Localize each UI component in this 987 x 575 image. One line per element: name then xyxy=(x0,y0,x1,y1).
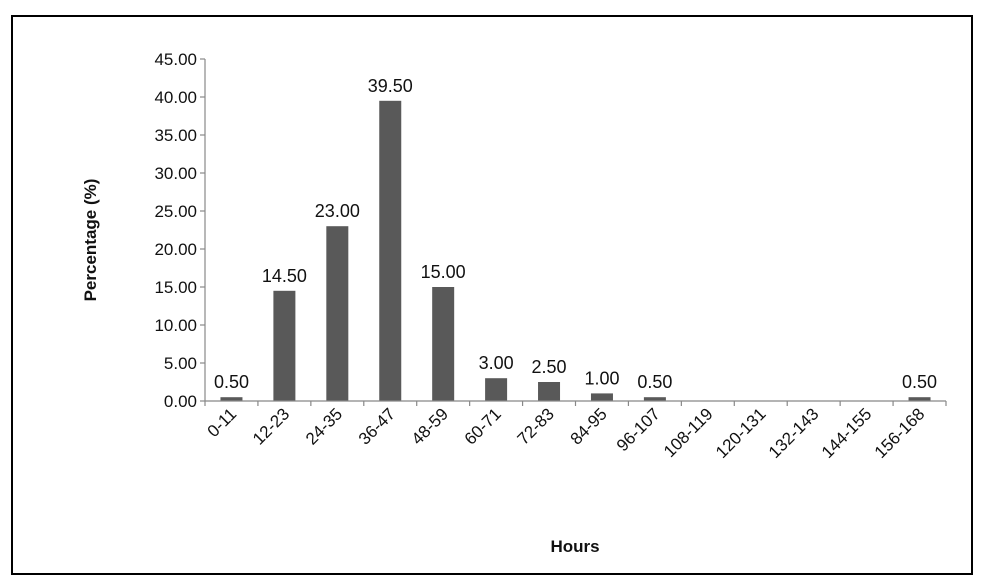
x-tick-label: 72-83 xyxy=(514,404,558,448)
y-tick-label: 15.00 xyxy=(154,278,197,297)
bar xyxy=(220,397,243,401)
data-labels: 0.50 14.50 23.00 39.50 15.00 3.00 2.50 1.00 0.50… xyxy=(214,76,937,392)
x-tick-label: 60-71 xyxy=(461,404,505,448)
x-tick-label: 0-11 xyxy=(204,404,241,441)
y-tick-label: 10.00 xyxy=(154,316,197,335)
bar xyxy=(908,397,931,401)
data-label: 3.00 xyxy=(479,353,514,373)
y-tick-label: 45.00 xyxy=(154,50,197,69)
x-axis-title: Hours xyxy=(550,537,599,556)
data-label: 0.50 xyxy=(214,372,249,392)
x-tick-label: 144-155 xyxy=(818,404,876,462)
x-tick-label: 156-168 xyxy=(871,404,929,462)
chart-frame xyxy=(11,15,973,575)
y-tick-label: 5.00 xyxy=(164,354,197,373)
data-label: 14.50 xyxy=(262,266,307,286)
x-tick-label: 24-35 xyxy=(302,404,346,448)
x-tick-label: 84-95 xyxy=(567,404,611,448)
x-tick-label: 36-47 xyxy=(355,404,399,448)
bar xyxy=(432,287,455,401)
x-axis-ticks: 0-11 12-23 24-35 36-47 48-59 60-71 72-83 84-95 9… xyxy=(204,401,947,462)
bar xyxy=(590,393,613,401)
x-tick-label: 12-23 xyxy=(249,404,293,448)
data-label: 23.00 xyxy=(315,201,360,221)
data-label: 1.00 xyxy=(584,368,619,388)
y-tick-label: 40.00 xyxy=(154,88,197,107)
x-tick-label: 48-59 xyxy=(408,404,452,448)
y-tick-label: 35.00 xyxy=(154,126,197,145)
data-label: 0.50 xyxy=(902,372,937,392)
x-tick-label: 120-131 xyxy=(712,404,770,462)
data-label: 15.00 xyxy=(421,262,466,282)
bar xyxy=(379,100,402,402)
bar xyxy=(643,397,666,401)
bars xyxy=(220,100,931,402)
bar xyxy=(273,290,296,401)
y-tick-label: 20.00 xyxy=(154,240,197,259)
y-tick-label: 25.00 xyxy=(154,202,197,221)
y-tick-label: 30.00 xyxy=(154,164,197,183)
y-axis-title: Percentage (%) xyxy=(81,179,100,302)
bar xyxy=(326,226,349,401)
x-tick-label: 96-107 xyxy=(613,404,664,455)
y-tick-label: 0.00 xyxy=(164,392,197,411)
data-label: 39.50 xyxy=(368,76,413,96)
data-label: 0.50 xyxy=(637,372,672,392)
y-axis-ticks: 0.00 5.00 10.00 15.00 20.00 25.00 30.00 35.00 40… xyxy=(154,50,205,411)
x-tick-label: 108-119 xyxy=(660,404,717,461)
data-label: 2.50 xyxy=(532,357,567,377)
x-tick-label: 132-143 xyxy=(765,404,823,462)
bar xyxy=(485,378,508,401)
bar xyxy=(538,382,561,401)
